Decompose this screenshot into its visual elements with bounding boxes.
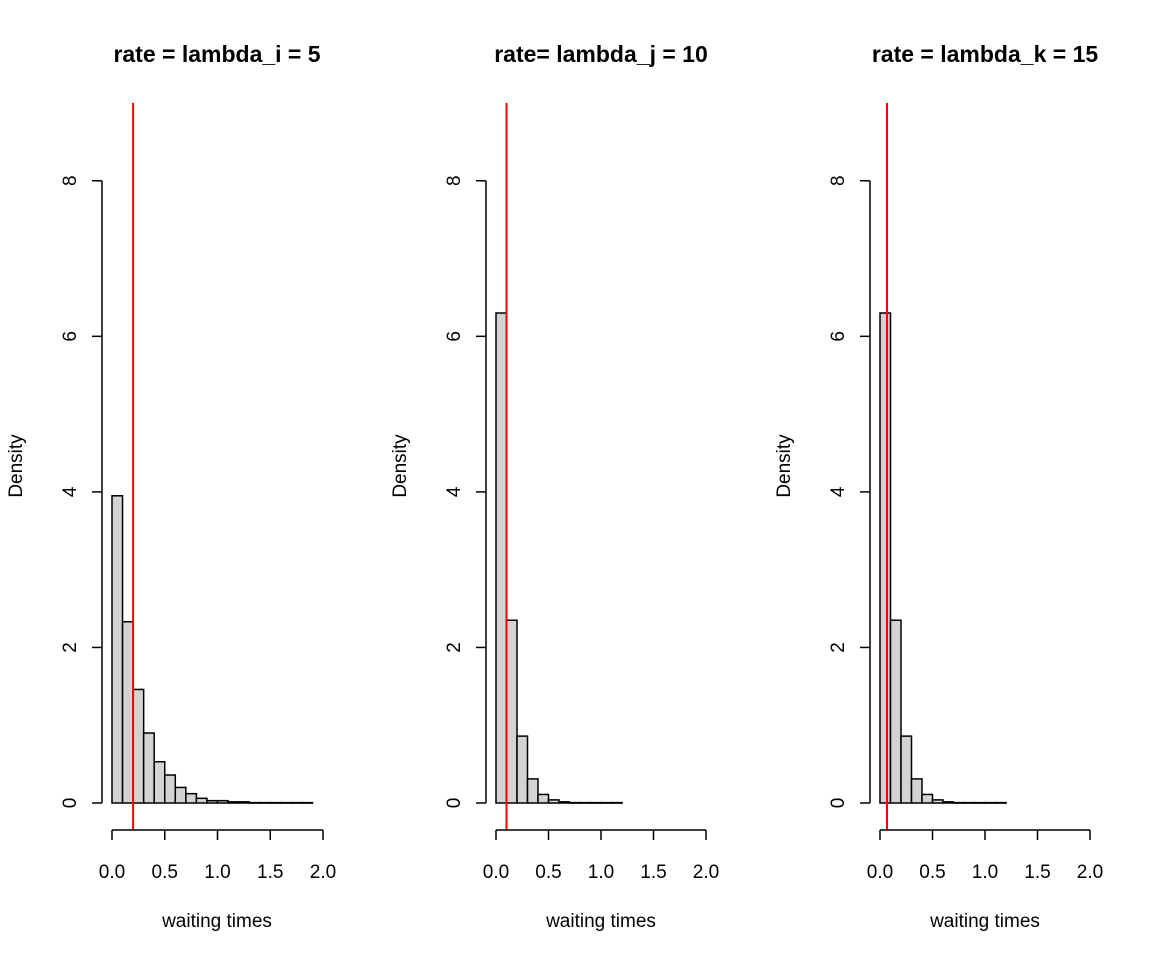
histogram-bar bbox=[206, 799, 219, 804]
histogram-bar bbox=[280, 801, 293, 804]
histogram-bar bbox=[142, 732, 155, 804]
x-tick-label: 0.5 bbox=[919, 862, 945, 883]
histogram-bar bbox=[610, 801, 623, 804]
y-tick-label: 0 bbox=[60, 798, 81, 809]
histogram-bar bbox=[290, 801, 303, 804]
histogram-bar bbox=[537, 793, 550, 804]
x-tick-label: 2.0 bbox=[310, 862, 336, 883]
histogram-bar bbox=[227, 801, 240, 804]
histogram-bar bbox=[994, 801, 1007, 804]
histogram-bar bbox=[889, 619, 902, 804]
panel-title: rate = lambda_i = 5 bbox=[113, 41, 320, 67]
histogram-bar bbox=[558, 801, 571, 804]
y-tick-label: 0 bbox=[444, 798, 465, 809]
histogram-bar bbox=[269, 801, 282, 804]
histogram-bar bbox=[111, 495, 124, 804]
histogram-bar bbox=[216, 799, 229, 804]
x-tick-label: 2.0 bbox=[1077, 862, 1103, 883]
panel-title: rate = lambda_k = 15 bbox=[872, 41, 1099, 67]
y-tick-label: 4 bbox=[828, 486, 849, 497]
histogram-bar bbox=[248, 801, 261, 804]
x-tick-label: 0.5 bbox=[535, 862, 561, 883]
histogram-bar bbox=[547, 799, 560, 804]
histogram-bar bbox=[174, 786, 187, 804]
histogram-bar bbox=[164, 774, 177, 804]
y-tick-label: 2 bbox=[60, 642, 81, 653]
y-tick-label: 8 bbox=[444, 175, 465, 186]
y-tick-label: 8 bbox=[60, 175, 81, 186]
y-axis-label: Density bbox=[774, 434, 795, 498]
panel-lambda-i: rate = lambda_i = 5 waiting times Densit… bbox=[6, 41, 336, 932]
y-tick-label: 0 bbox=[828, 798, 849, 809]
x-tick-label: 1.5 bbox=[640, 862, 666, 883]
panel-lambda-k: rate = lambda_k = 15 waiting times Densi… bbox=[774, 41, 1103, 932]
y-tick-label: 4 bbox=[444, 486, 465, 497]
x-axis-label: waiting times bbox=[545, 911, 656, 932]
histogram-bar bbox=[600, 801, 613, 804]
histogram-bar bbox=[589, 801, 602, 804]
x-tick-label: 0.0 bbox=[483, 862, 509, 883]
histogram-bar bbox=[579, 801, 592, 804]
histogram-bar bbox=[921, 793, 934, 804]
y-tick-label: 8 bbox=[828, 175, 849, 186]
histogram-bar bbox=[132, 688, 145, 804]
histogram-bar bbox=[910, 778, 923, 804]
histogram-bar bbox=[526, 778, 539, 804]
x-tick-label: 0.0 bbox=[99, 862, 125, 883]
x-tick-label: 1.0 bbox=[204, 862, 230, 883]
histogram-bar bbox=[301, 801, 314, 804]
histogram-bar bbox=[516, 735, 529, 804]
histogram-bar bbox=[984, 801, 997, 804]
histogram-bar bbox=[153, 761, 166, 804]
y-tick-label: 6 bbox=[444, 331, 465, 342]
x-tick-label: 0.0 bbox=[867, 862, 893, 883]
panel-title: rate= lambda_j = 10 bbox=[494, 41, 708, 67]
histogram-bar bbox=[942, 801, 955, 804]
histogram-bar bbox=[121, 621, 134, 804]
y-tick-label: 6 bbox=[828, 331, 849, 342]
x-axis-label: waiting times bbox=[929, 911, 1040, 932]
panel-lambda-j: rate= lambda_j = 10 waiting times Densit… bbox=[390, 41, 719, 932]
y-tick-label: 2 bbox=[444, 642, 465, 653]
histogram-bar bbox=[495, 312, 508, 804]
x-tick-label: 2.0 bbox=[693, 862, 719, 883]
histogram-bar bbox=[568, 801, 581, 804]
x-tick-label: 0.5 bbox=[152, 862, 178, 883]
histogram-bar bbox=[973, 801, 986, 804]
histogram-bar bbox=[505, 619, 518, 804]
histogram-bar bbox=[900, 735, 913, 804]
x-axis-label: waiting times bbox=[161, 911, 272, 932]
x-tick-label: 1.5 bbox=[1024, 862, 1050, 883]
histogram-bar bbox=[185, 792, 198, 804]
y-axis-label: Density bbox=[6, 434, 27, 498]
x-tick-label: 1.0 bbox=[972, 862, 998, 883]
x-tick-label: 1.5 bbox=[257, 862, 283, 883]
histogram-bar bbox=[879, 312, 892, 804]
y-tick-label: 4 bbox=[60, 486, 81, 497]
histogram-bar bbox=[963, 801, 976, 804]
y-tick-label: 2 bbox=[828, 642, 849, 653]
y-tick-label: 6 bbox=[60, 331, 81, 342]
histogram-bar bbox=[952, 801, 965, 804]
histogram-bar bbox=[237, 801, 250, 804]
histogram-bar bbox=[931, 799, 944, 804]
histogram-bar bbox=[195, 797, 208, 804]
y-axis-label: Density bbox=[390, 434, 411, 498]
x-tick-label: 1.0 bbox=[588, 862, 614, 883]
histogram-bar bbox=[258, 801, 272, 804]
